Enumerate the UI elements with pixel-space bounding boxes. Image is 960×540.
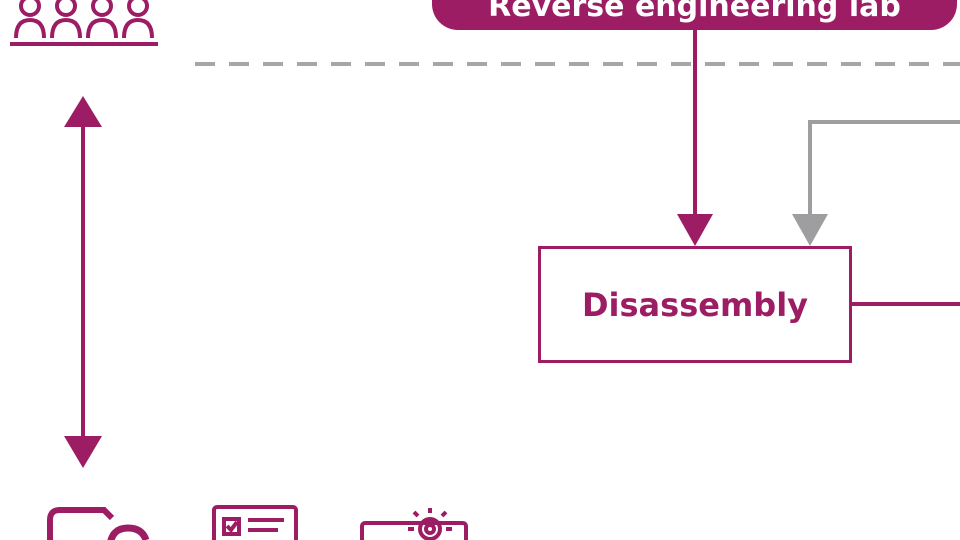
top-process-label: Reverse engineering lab [488, 0, 901, 24]
double-arrow-icon [64, 96, 102, 468]
folder-cloud-icon [47, 507, 150, 540]
disassembly-label: Disassembly [581, 285, 809, 324]
disassembly-box: Disassembly [538, 246, 852, 363]
feedback-connector [792, 120, 960, 246]
connector-top-to-disassembly [677, 30, 713, 246]
checklist-card-icon [212, 505, 298, 540]
gear-device-icon [360, 508, 468, 540]
top-process-pill: Reverse engineering lab [432, 0, 957, 30]
people-group-icon [10, 0, 158, 46]
